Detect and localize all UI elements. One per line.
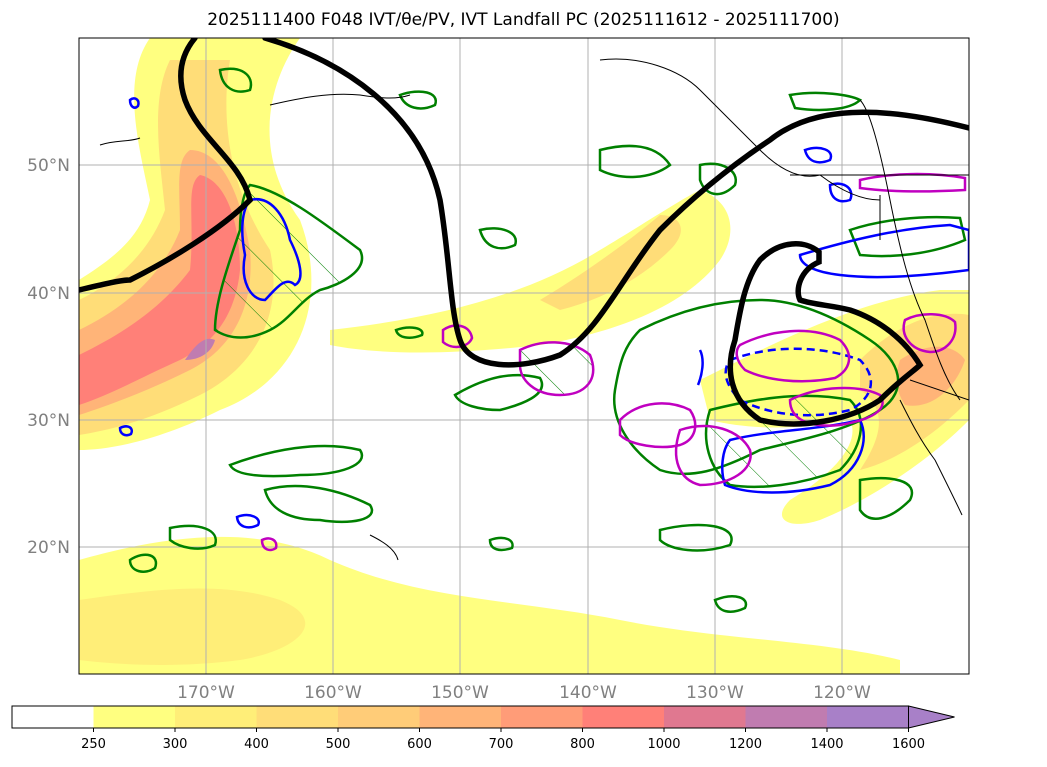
magenta-contours (260, 172, 967, 552)
ivt-shading-south (79, 536, 900, 674)
colorbar-swatch (664, 706, 746, 728)
lon-labels: 170°W 160°W 150°W 140°W 130°W 120°W (177, 683, 871, 703)
colorbar-swatch (93, 706, 176, 728)
colorbar-swatch (501, 706, 583, 728)
colorbar-swatch (12, 706, 94, 728)
lon-label-150w: 150°W (431, 683, 489, 703)
colorbar-swatch (338, 706, 420, 728)
colorbar-swatch (745, 706, 828, 728)
colorbar-swatch (175, 706, 257, 728)
colorbar-tick-label: 300 (163, 737, 188, 752)
colorbar-swatch (256, 706, 339, 728)
lat-label-40: 40°N (27, 284, 70, 304)
coastlines (99, 58, 969, 561)
colorbar-swatch (419, 706, 502, 728)
colorbar-tick-label: 600 (407, 737, 432, 752)
lon-label-140w: 140°W (559, 683, 617, 703)
plot-area (79, 38, 969, 674)
colorbar-tick-label: 700 (489, 737, 514, 752)
black-contours (79, 38, 969, 427)
colorbar: 250 300 400 500 600 700 800 1000 1200 1400 1600 (11, 705, 955, 752)
lat-label-50: 50°N (27, 156, 70, 176)
lat-labels: 50°N 40°N 30°N 20°N (27, 156, 70, 558)
colorbar-tick-label: 500 (326, 737, 351, 752)
colorbar-swatch (582, 706, 665, 728)
colorbar-tick-label: 250 (81, 737, 106, 752)
lon-label-160w: 160°W (304, 683, 362, 703)
plot-frame (78, 37, 970, 675)
colorbar-extend-arrow (908, 705, 955, 729)
lon-label-170w: 170°W (177, 683, 235, 703)
lon-label-130w: 130°W (686, 683, 744, 703)
colorbar-frame (11, 705, 909, 729)
lat-label-20: 20°N (27, 538, 70, 558)
green-contours (128, 67, 967, 613)
colorbar-tick-label: 1000 (647, 737, 680, 752)
colorbar-swatch (827, 706, 909, 728)
colorbar-tick-label: 800 (570, 737, 595, 752)
colorbar-tick-label: 1600 (892, 737, 925, 752)
colorbar-tick-label: 1200 (729, 737, 762, 752)
map-title: 2025111400 F048 IVT/θe/PV, IVT Landfall … (207, 10, 840, 30)
lon-label-120w: 120°W (813, 683, 871, 703)
colorbar-tick-label: 400 (244, 737, 269, 752)
colorbar-tick-label: 1400 (810, 737, 843, 752)
lat-label-30: 30°N (27, 411, 70, 431)
